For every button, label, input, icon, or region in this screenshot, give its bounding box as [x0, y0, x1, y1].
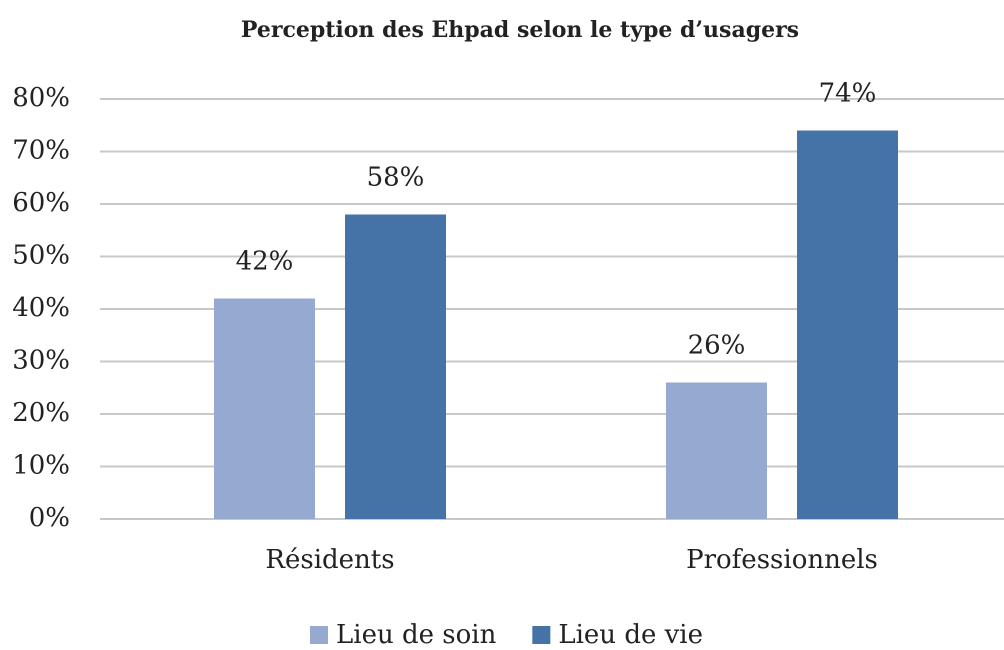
value-label: 42% [236, 247, 294, 277]
legend-swatch [310, 626, 328, 644]
y-tick-label: 60% [12, 188, 70, 218]
x-tick-label: Résidents [265, 545, 394, 575]
y-tick-label: 30% [12, 346, 70, 376]
value-label: 58% [367, 163, 425, 193]
bar [345, 214, 446, 519]
y-tick-label: 70% [12, 136, 70, 166]
bar [666, 382, 767, 519]
x-tick-label: Professionnels [686, 545, 878, 575]
bar [797, 130, 898, 519]
y-tick-label: 20% [12, 398, 70, 428]
y-tick-label: 80% [12, 83, 70, 113]
legend-label: Lieu de vie [558, 620, 703, 650]
y-tick-label: 0% [29, 503, 70, 533]
y-tick-label: 40% [12, 293, 70, 323]
value-label: 26% [688, 331, 746, 361]
legend-swatch [532, 626, 551, 644]
bar [214, 298, 315, 519]
chart-title: Perception des Ehpad selon le type d’usa… [241, 17, 799, 43]
y-tick-label: 50% [12, 241, 70, 271]
y-tick-label: 10% [12, 451, 70, 481]
value-label: 74% [819, 79, 877, 109]
legend-label: Lieu de soin [336, 620, 497, 650]
